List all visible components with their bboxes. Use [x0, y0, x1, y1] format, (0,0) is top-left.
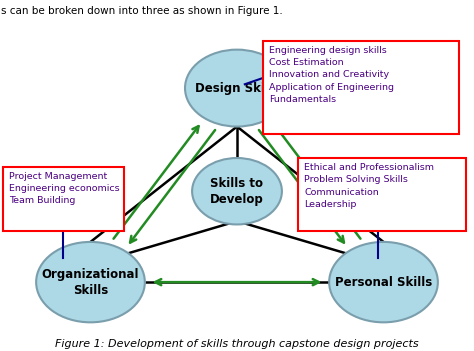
Text: Engineering design skills
Cost Estimation
Innovation and Creativity
Application : Engineering design skills Cost Estimatio…	[269, 46, 394, 104]
Text: Design Skills: Design Skills	[194, 81, 280, 95]
Circle shape	[185, 49, 289, 127]
Text: s can be broken down into three as shown in Figure 1.: s can be broken down into three as shown…	[0, 6, 283, 16]
Text: Figure 1: Development of skills through capstone design projects: Figure 1: Development of skills through …	[55, 339, 419, 349]
Text: Skills to
Develop: Skills to Develop	[210, 177, 264, 206]
Text: Ethical and Professionalism
Problem Solving Skills
Communication
Leadership: Ethical and Professionalism Problem Solv…	[304, 163, 434, 209]
Text: Personal Skills: Personal Skills	[335, 276, 432, 289]
Circle shape	[36, 242, 145, 322]
FancyBboxPatch shape	[299, 158, 466, 231]
FancyBboxPatch shape	[3, 167, 124, 231]
FancyBboxPatch shape	[263, 41, 459, 133]
Circle shape	[192, 158, 282, 224]
Circle shape	[329, 242, 438, 322]
Text: Organizational
Skills: Organizational Skills	[42, 267, 139, 297]
Text: Project Management
Engineering economics
Team Building: Project Management Engineering economics…	[9, 172, 119, 205]
